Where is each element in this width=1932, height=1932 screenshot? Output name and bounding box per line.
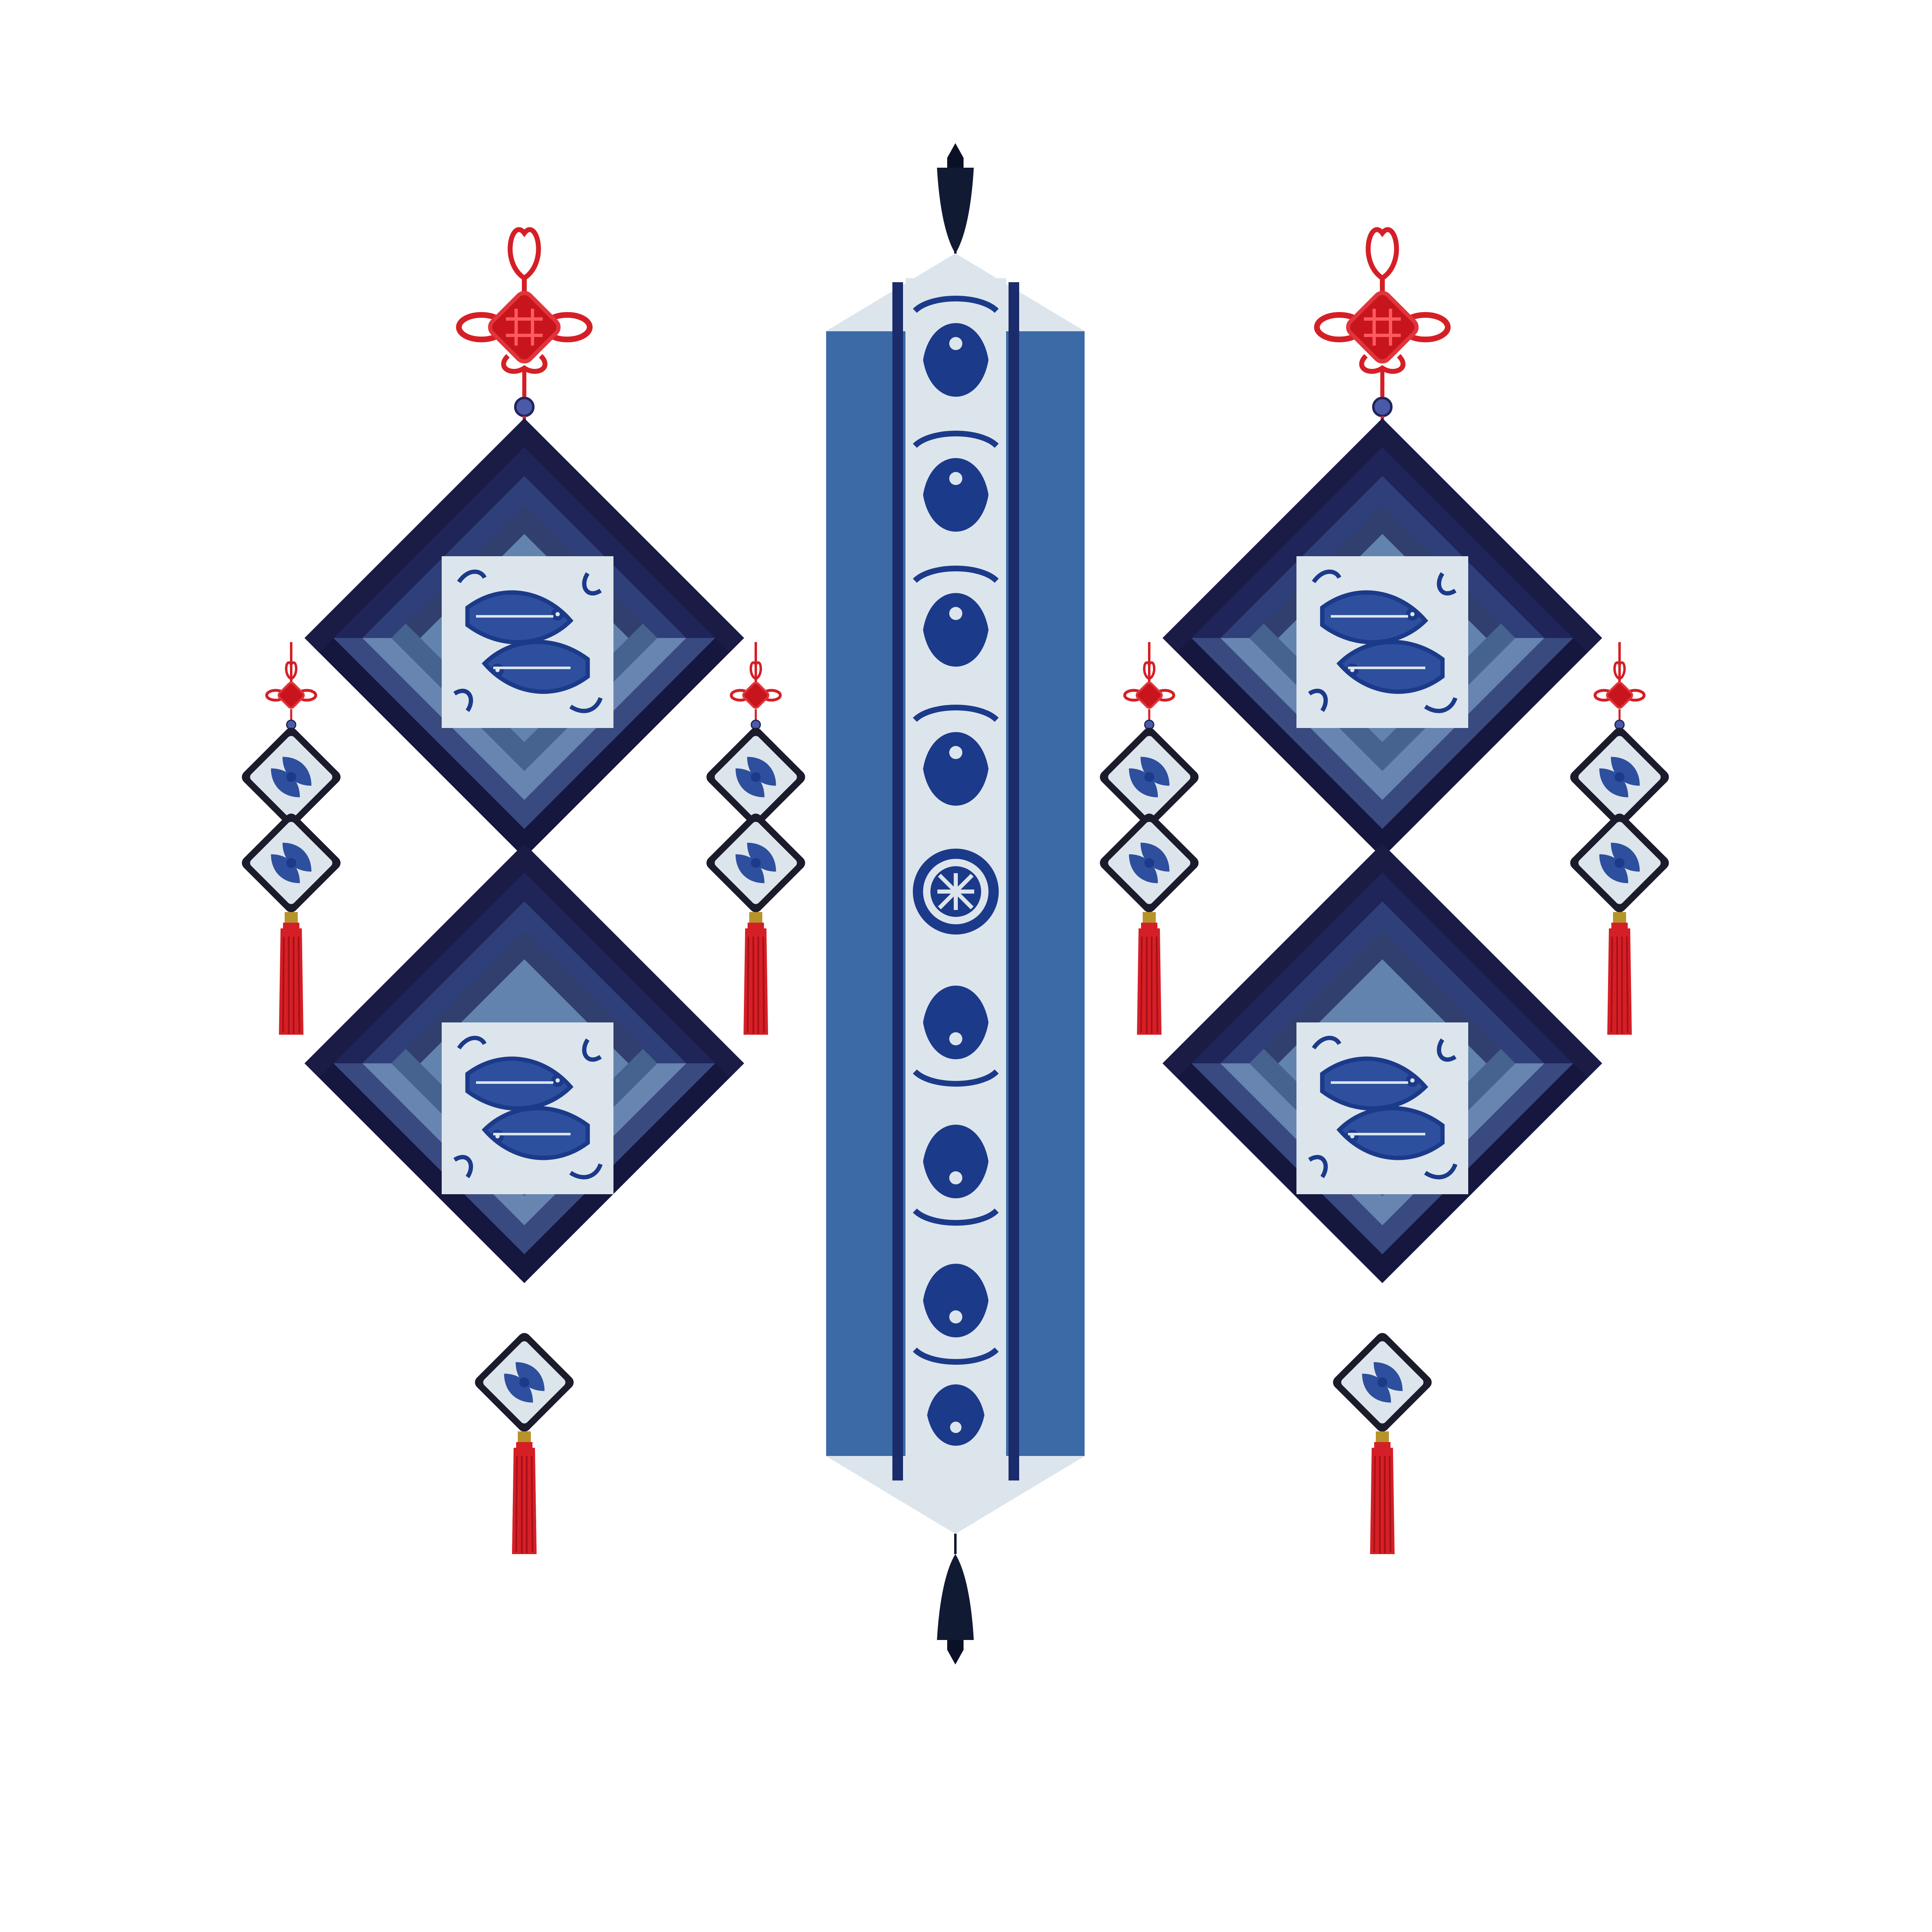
right-pendant (1097, 229, 1672, 1555)
left-top-knot (459, 229, 590, 434)
right-lower-fish-panel (1296, 1022, 1468, 1194)
runner-bottom-tassel (937, 1554, 974, 1665)
left-tassel-l (278, 911, 304, 1036)
runner-medallion (913, 849, 999, 935)
right-tassel-r (1606, 911, 1633, 1036)
right-upper-fish-panel (1296, 556, 1468, 728)
left-charm-3 (703, 725, 808, 829)
center-runner (826, 143, 1085, 1665)
left-charm-4 (703, 811, 808, 915)
right-top-knot (1317, 229, 1448, 434)
runner-fish-motifs (913, 296, 999, 1446)
right-bottom-tassel (1369, 1431, 1395, 1555)
right-charm-4 (1567, 811, 1672, 915)
left-pendant (239, 229, 808, 1555)
left-charm-1 (239, 725, 344, 829)
right-bottom-charm (1330, 1330, 1435, 1435)
left-tassel-r (743, 911, 769, 1036)
right-charm-3 (1567, 725, 1672, 829)
right-charm-2 (1097, 811, 1202, 915)
left-upper-fish-panel (442, 556, 613, 728)
right-charm-1 (1097, 725, 1202, 829)
left-bottom-charm (472, 1330, 577, 1435)
right-tassel-l (1136, 911, 1162, 1036)
left-lower-fish-panel (442, 1022, 613, 1194)
left-charm-2 (239, 811, 344, 915)
